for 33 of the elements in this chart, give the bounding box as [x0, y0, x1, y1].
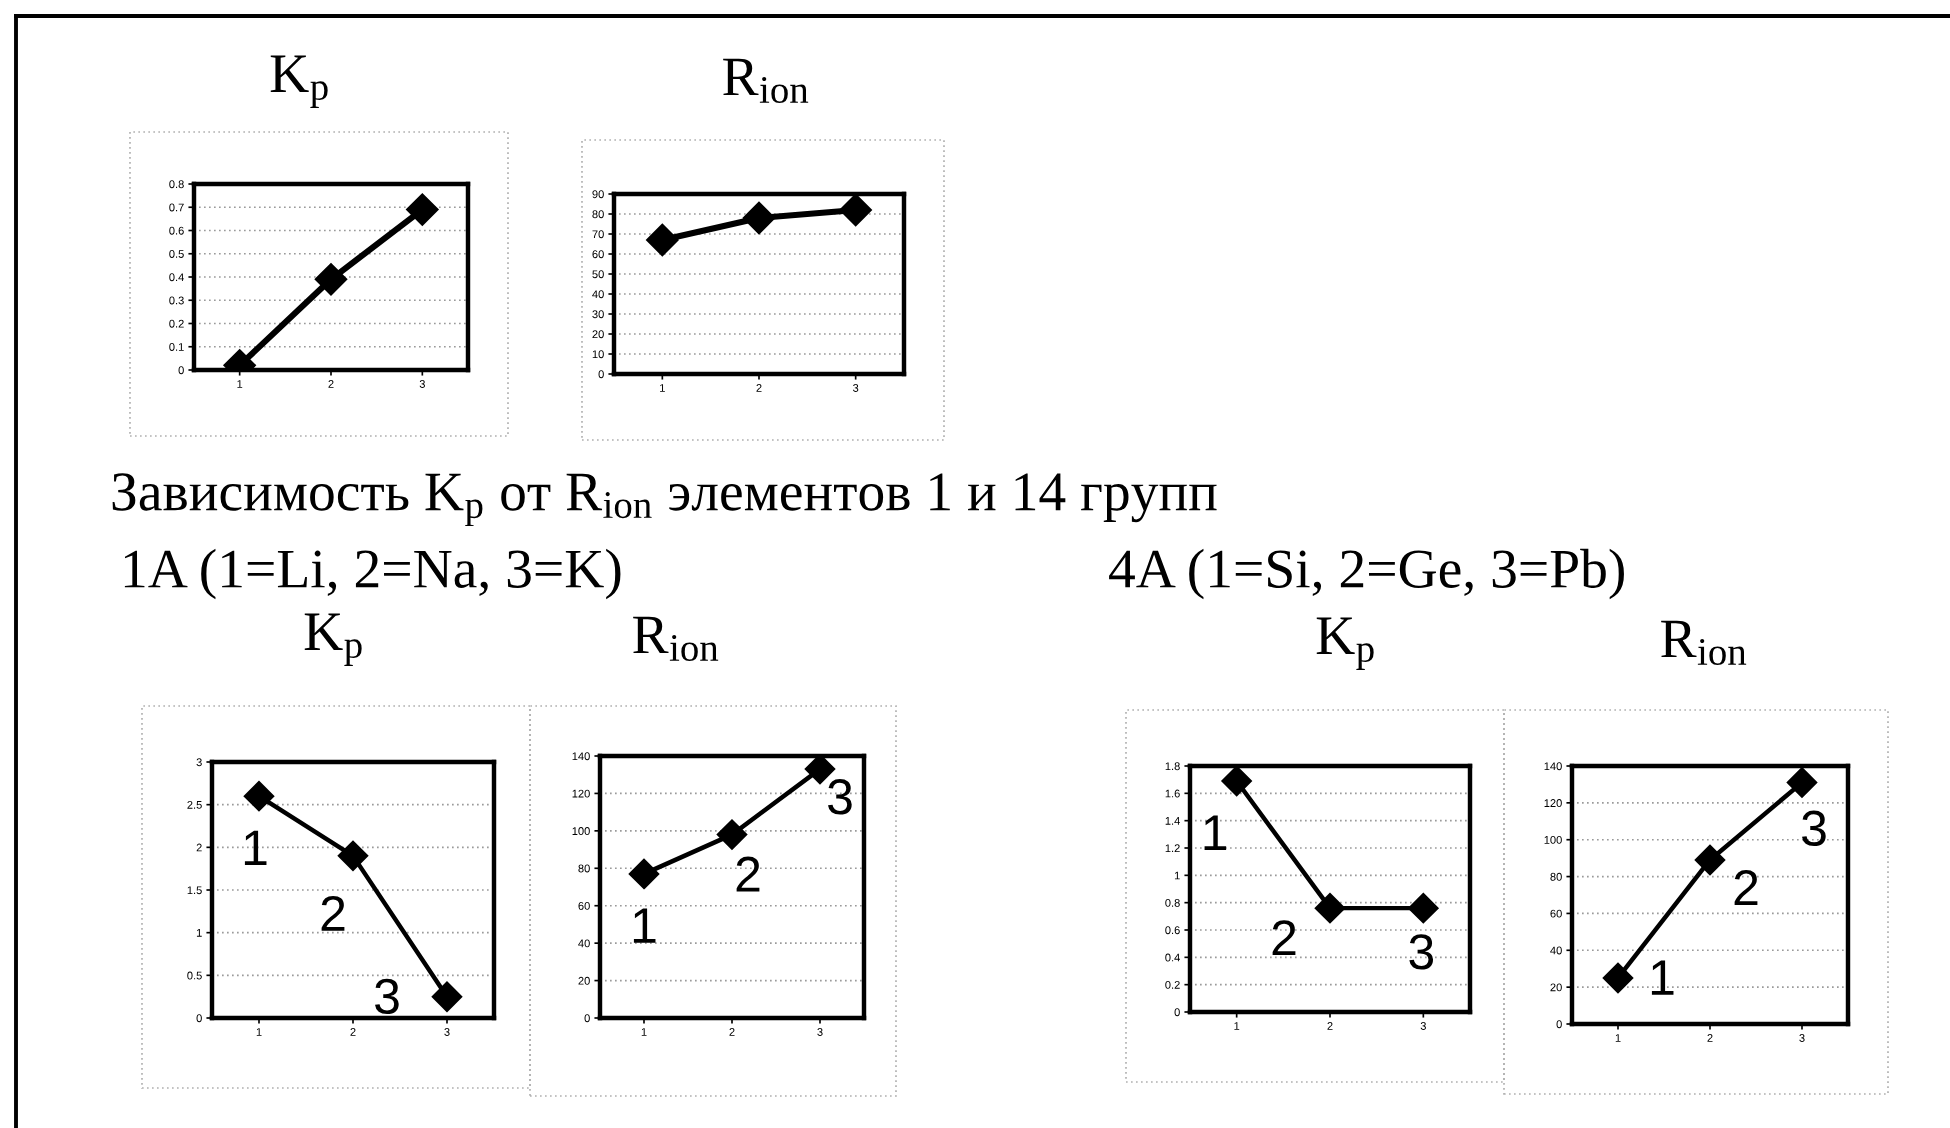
annotation: 2	[736, 856, 760, 892]
chart-title: R$_{ion}$	[1661, 620, 1747, 666]
chart-title: K$_{p}$	[270, 55, 328, 108]
chart-title: R$_{ion}$	[723, 58, 809, 104]
annotation: 1	[633, 908, 656, 943]
point	[628, 858, 660, 890]
chart-title: K$_{p}$	[304, 613, 362, 666]
annotation: 3	[1409, 934, 1434, 970]
point	[646, 223, 679, 257]
text: 4A (1=Si, 2=Ge, 3=Pb)	[1109, 548, 1624, 600]
point	[406, 193, 439, 226]
annotation: 2	[1734, 870, 1758, 905]
point	[431, 981, 463, 1012]
text: 1A (1=Li, 2=Na, 3=K)	[124, 548, 621, 600]
point	[337, 840, 369, 872]
annotation: 3	[828, 779, 852, 815]
annotation: 1	[244, 830, 267, 866]
chart-title: K$_{p}$	[1316, 617, 1374, 670]
annotation: 1	[1651, 960, 1674, 995]
annotation: 2	[1272, 920, 1296, 956]
point	[314, 263, 348, 296]
annotation: 1	[1204, 815, 1227, 850]
text: Зависимость K$_{p}$ от R$_{ion}$ элементов 1 и 14 групп	[112, 473, 1217, 527]
annotation: 3	[1802, 810, 1826, 847]
chart-title: R$_{ion}$	[633, 616, 719, 662]
point	[1602, 962, 1634, 994]
point	[742, 201, 776, 235]
annotation: 2	[321, 895, 345, 931]
point	[716, 819, 748, 850]
point	[243, 780, 275, 812]
point	[1786, 767, 1818, 798]
point	[839, 194, 872, 227]
point	[1694, 844, 1726, 876]
